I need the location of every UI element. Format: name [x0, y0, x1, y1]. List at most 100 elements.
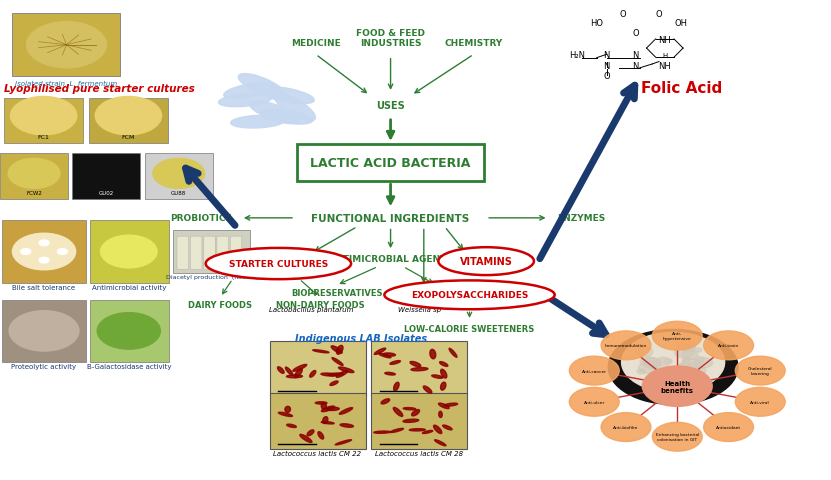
Ellipse shape [342, 431, 356, 433]
Text: Bile salt tolerance: Bile salt tolerance [12, 284, 76, 290]
Ellipse shape [302, 364, 312, 368]
Ellipse shape [206, 249, 351, 279]
Text: FUNCTIONAL INGREDIENTS: FUNCTIONAL INGREDIENTS [312, 214, 470, 223]
FancyBboxPatch shape [2, 300, 86, 362]
Text: GU88: GU88 [171, 191, 186, 195]
Ellipse shape [283, 361, 291, 367]
Circle shape [662, 359, 671, 364]
Circle shape [685, 355, 702, 365]
Ellipse shape [311, 353, 328, 358]
Circle shape [688, 347, 704, 356]
FancyBboxPatch shape [177, 237, 189, 270]
Ellipse shape [224, 83, 275, 99]
Text: PROBIOTICS: PROBIOTICS [170, 214, 233, 223]
FancyBboxPatch shape [72, 154, 140, 199]
Text: LACTIC ACID BACTERIA: LACTIC ACID BACTERIA [311, 156, 470, 170]
Circle shape [12, 234, 76, 270]
Ellipse shape [442, 408, 450, 413]
Circle shape [27, 23, 106, 69]
FancyBboxPatch shape [0, 154, 68, 199]
FancyBboxPatch shape [89, 98, 168, 144]
Text: O: O [656, 10, 662, 19]
Circle shape [9, 311, 79, 351]
Text: NH: NH [658, 36, 671, 45]
Text: Lactococcus lactis CM 22: Lactococcus lactis CM 22 [273, 450, 361, 456]
Ellipse shape [320, 398, 325, 404]
Text: Antioxidant: Antioxidant [716, 425, 741, 429]
Ellipse shape [428, 401, 437, 406]
Text: H₂N: H₂N [569, 50, 586, 60]
Text: Weissella sp: Weissella sp [398, 307, 441, 312]
Ellipse shape [322, 370, 328, 379]
Ellipse shape [219, 94, 272, 108]
Text: Anti-
hypertensive: Anti- hypertensive [663, 332, 691, 340]
Circle shape [569, 357, 619, 385]
Text: Antimicrobial activity: Antimicrobial activity [91, 284, 166, 290]
Text: N: N [632, 50, 639, 60]
FancyBboxPatch shape [270, 341, 366, 396]
Circle shape [670, 353, 678, 358]
Ellipse shape [333, 431, 349, 435]
Circle shape [652, 422, 702, 451]
Text: Anti-biofilm: Anti-biofilm [613, 425, 638, 429]
FancyBboxPatch shape [2, 221, 86, 283]
Circle shape [688, 348, 706, 359]
Text: Isolated strain, L. fermentum: Isolated strain, L. fermentum [15, 81, 118, 87]
Ellipse shape [398, 410, 402, 416]
Circle shape [735, 387, 785, 416]
Ellipse shape [426, 415, 440, 422]
Ellipse shape [322, 374, 328, 384]
Circle shape [650, 357, 665, 365]
Ellipse shape [302, 416, 317, 422]
Circle shape [632, 367, 649, 376]
Text: O: O [632, 29, 639, 38]
Ellipse shape [312, 426, 326, 429]
Text: EXOPOLYSACCHARIDES: EXOPOLYSACCHARIDES [411, 291, 529, 300]
Circle shape [39, 240, 49, 246]
Circle shape [653, 356, 671, 366]
Circle shape [647, 352, 665, 362]
Ellipse shape [386, 360, 392, 365]
Text: ENZYMES: ENZYMES [557, 214, 605, 223]
Ellipse shape [439, 248, 534, 276]
Ellipse shape [336, 437, 347, 440]
Circle shape [641, 360, 648, 364]
FancyBboxPatch shape [371, 341, 467, 396]
FancyBboxPatch shape [230, 237, 242, 270]
Text: B-Galactosidase activity: B-Galactosidase activity [86, 363, 171, 369]
Ellipse shape [411, 423, 417, 433]
Text: Anti-viral: Anti-viral [750, 400, 770, 404]
FancyBboxPatch shape [90, 221, 169, 283]
Ellipse shape [287, 427, 302, 431]
Circle shape [671, 350, 687, 359]
Ellipse shape [249, 102, 299, 124]
Circle shape [693, 350, 709, 359]
Text: DAIRY FOODS: DAIRY FOODS [188, 300, 253, 309]
Text: BIOPRESERVATIVES: BIOPRESERVATIVES [291, 288, 382, 297]
Ellipse shape [396, 365, 406, 368]
Circle shape [632, 361, 651, 372]
Circle shape [601, 413, 651, 442]
Circle shape [704, 331, 754, 360]
Ellipse shape [318, 357, 333, 360]
Text: Health
benefits: Health benefits [661, 380, 694, 393]
Ellipse shape [283, 415, 288, 422]
FancyBboxPatch shape [270, 394, 366, 449]
Text: Anti-cancer: Anti-cancer [582, 369, 607, 373]
Circle shape [704, 413, 754, 442]
FancyBboxPatch shape [12, 14, 120, 77]
Text: STARTER CULTURES: STARTER CULTURES [229, 260, 328, 268]
Text: ANTIMICROBIAL AGENTS: ANTIMICROBIAL AGENTS [328, 255, 453, 264]
Text: Diacetyl production  (flavour): Diacetyl production (flavour) [165, 275, 258, 279]
Circle shape [656, 348, 665, 353]
Ellipse shape [399, 430, 406, 438]
Circle shape [701, 359, 711, 364]
Text: N: N [632, 61, 639, 71]
Circle shape [700, 363, 713, 371]
Ellipse shape [311, 384, 317, 390]
Text: USES: USES [376, 101, 405, 110]
Circle shape [97, 313, 160, 349]
Ellipse shape [400, 373, 406, 380]
Ellipse shape [260, 110, 313, 125]
Ellipse shape [296, 413, 306, 419]
